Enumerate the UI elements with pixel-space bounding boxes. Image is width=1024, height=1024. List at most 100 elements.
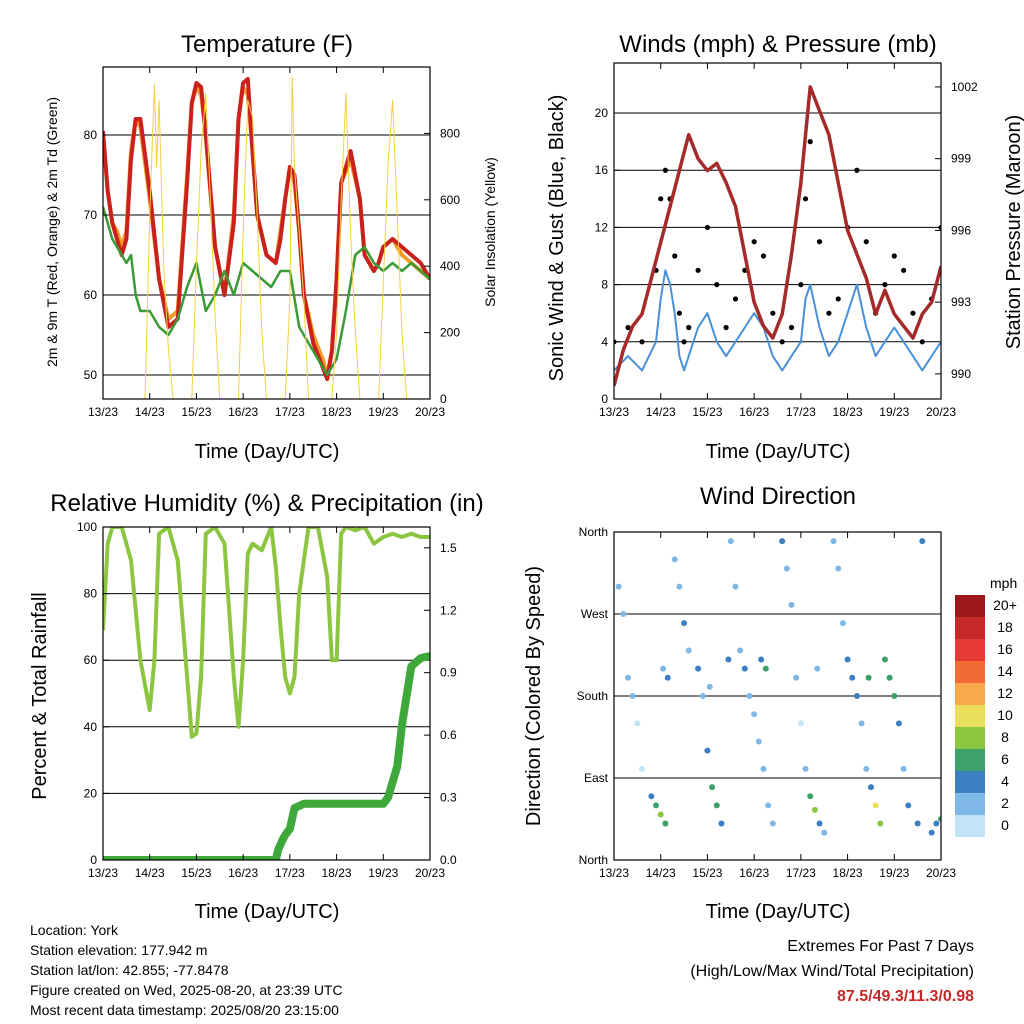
direction-point — [835, 565, 842, 572]
y2-tick-label: 200 — [440, 326, 460, 340]
direction-point — [648, 793, 655, 800]
direction-point — [676, 583, 683, 590]
winds-series — [614, 85, 941, 387]
direction-point — [891, 693, 898, 699]
legend-label: 6 — [1001, 751, 1009, 767]
temperature-frame — [102, 66, 431, 400]
y2-tick-label: 993 — [951, 295, 971, 309]
x-tick-label: 14/23 — [646, 866, 676, 880]
humidity-frame — [102, 526, 431, 861]
direction-point — [865, 674, 872, 681]
temperature-series — [103, 76, 430, 399]
y2-tick-label: 0.0 — [440, 853, 457, 867]
direction-point — [881, 656, 888, 663]
x-tick-label: 18/23 — [322, 405, 352, 419]
x-tick-label: 18/23 — [322, 866, 352, 880]
gust-point — [732, 296, 739, 302]
direction-point — [718, 820, 725, 827]
direction-title: Wind Direction — [700, 483, 856, 510]
direction-point — [732, 583, 739, 590]
temperature-y2label: Solar Insolation (Yellow) — [482, 157, 498, 307]
direction-point — [895, 720, 902, 727]
direction-point — [746, 693, 753, 699]
x-tick-label: 20/23 — [926, 866, 956, 880]
station-info: Location: York Station elevation: 177.94… — [30, 920, 343, 1020]
y-tick-label: 12 — [595, 220, 609, 234]
direction-point — [762, 665, 769, 672]
x-tick-label: 16/23 — [739, 866, 769, 880]
rh-line — [103, 527, 430, 739]
legend-label: 12 — [997, 685, 1013, 701]
direction-point — [844, 656, 851, 663]
legend-swatch — [955, 595, 985, 617]
y2-tick-label: 1.2 — [440, 603, 457, 617]
direction-point — [725, 656, 732, 663]
gust-point — [854, 167, 860, 173]
direction-point — [653, 802, 660, 809]
y-tick-label: 60 — [84, 653, 98, 667]
y-tick-label: 100 — [77, 520, 97, 534]
direction-point — [713, 802, 720, 809]
direction-point — [760, 765, 767, 772]
direction-point — [886, 674, 893, 681]
x-tick-label: 17/23 — [786, 405, 816, 419]
humidity-chart: Relative Humidity (%) & Precipitation (i… — [29, 490, 484, 923]
direction-point — [755, 738, 762, 745]
winds-frame — [613, 62, 942, 400]
legend-swatch — [955, 793, 985, 815]
gust-point — [686, 324, 692, 331]
winds-y2label: Station Pressure (Maroon) — [1003, 115, 1024, 350]
direction-point — [797, 720, 804, 727]
speed-legend-title: mph — [990, 575, 1017, 591]
station-latlon: Station lat/lon: 42.855; -77.8478 — [30, 962, 229, 978]
y-tick-label: 4 — [601, 335, 608, 349]
gust-point — [816, 239, 823, 245]
y2-tick-label: 990 — [951, 367, 971, 381]
x-tick-label: 18/23 — [833, 866, 863, 880]
winds-title: Winds (mph) & Pressure (mb) — [619, 31, 936, 58]
gust-point — [770, 310, 776, 316]
direction-point — [928, 829, 935, 836]
direction-point — [933, 820, 940, 827]
direction-point — [695, 665, 702, 672]
direction-point — [814, 665, 821, 672]
direction-point — [919, 538, 926, 545]
direction-point — [830, 538, 837, 545]
recent-timestamp: Most recent data timestamp: 2025/08/20 2… — [30, 1002, 339, 1018]
x-tick-label: 14/23 — [135, 405, 165, 419]
gust-point — [901, 267, 907, 273]
gust-point — [788, 324, 795, 331]
x-tick-label: 20/23 — [926, 405, 956, 419]
direction-frame — [613, 531, 942, 861]
x-tick-label: 17/23 — [275, 405, 305, 419]
y-tick-label: East — [584, 771, 609, 785]
x-tick-label: 13/23 — [88, 866, 118, 880]
legend-swatch — [955, 661, 985, 683]
temperature-chart: Temperature (F) Time (Day/UTC) 2m & 9m T… — [44, 31, 498, 463]
direction-point — [615, 583, 622, 590]
y-tick-label: 80 — [84, 128, 98, 142]
direction-point — [779, 538, 786, 545]
gust-point — [751, 239, 757, 245]
direction-point — [765, 802, 772, 809]
direction-point — [620, 611, 627, 617]
gust-point — [662, 167, 668, 173]
direction-point — [769, 820, 776, 827]
station-elevation: Station elevation: 177.942 m — [30, 942, 208, 958]
gust-point — [835, 296, 841, 302]
gust-point — [681, 339, 687, 345]
humidity-ticks: 0 20 40 60 80 100 0.0 0.3 0.6 0.9 1.2 1.5 13/23 14/23… — [77, 520, 457, 880]
direction-series — [615, 538, 941, 836]
t2m-line — [103, 77, 430, 381]
gust-point — [938, 224, 941, 231]
legend-swatch — [955, 617, 985, 639]
direction-point — [681, 620, 688, 627]
td2m-line — [103, 206, 430, 377]
direction-point — [634, 720, 641, 727]
direction-point — [807, 793, 814, 800]
gust-point — [704, 224, 711, 231]
winds-chart: Winds (mph) & Pressure (mb) Time (Day/UT… — [546, 31, 1024, 463]
y-tick-label: North — [579, 853, 608, 867]
extremes-box: Extremes For Past 7 Days (High/Low/Max W… — [690, 934, 974, 1009]
